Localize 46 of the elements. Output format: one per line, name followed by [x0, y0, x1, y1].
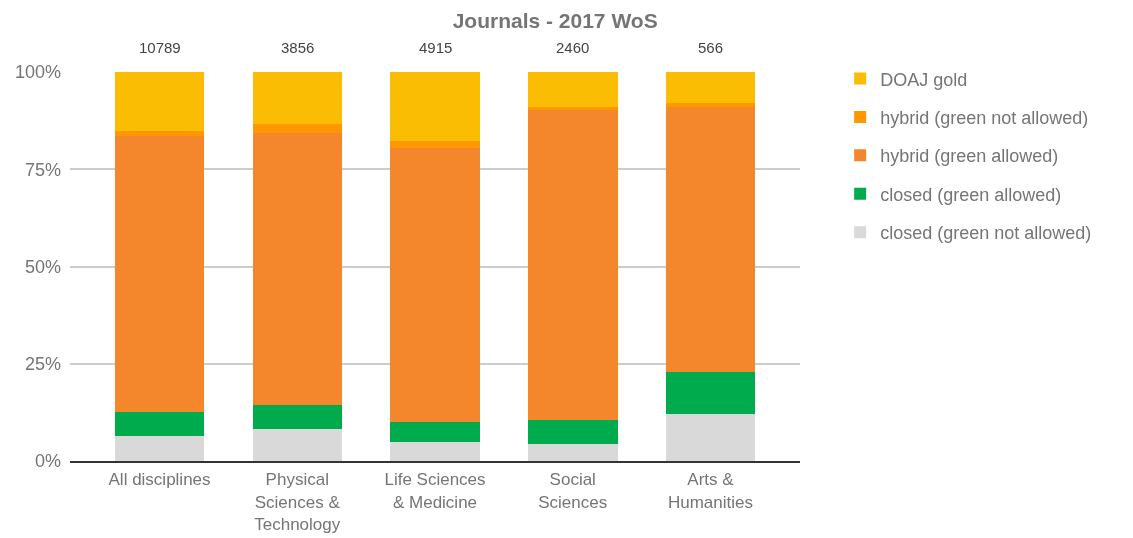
y-tick-label: 0%: [34, 451, 61, 472]
x-tick-label: All disciplines: [108, 470, 211, 490]
x-tick-label: Social Sciences: [538, 470, 608, 512]
bar: [665, 372, 756, 414]
bar: [114, 131, 205, 136]
bar: [665, 72, 756, 104]
bar: [527, 107, 618, 110]
bar: [252, 428, 343, 461]
legend-label: hybrid (green not allowed): [880, 107, 1089, 128]
y-tick-label: 25%: [24, 354, 61, 375]
bar: [665, 107, 756, 373]
annotation: 4915: [419, 39, 453, 56]
legend-label: DOAJ gold: [880, 69, 968, 90]
annotation: 10789: [139, 39, 181, 56]
bar: [527, 72, 618, 108]
bar: [527, 109, 618, 421]
annotation: 3856: [281, 39, 315, 56]
bar: [390, 72, 480, 141]
bar: [252, 132, 343, 405]
bar: [390, 422, 480, 443]
y-tick-label: 75%: [24, 159, 61, 180]
bar: [114, 435, 205, 461]
bar: [252, 72, 343, 125]
x-tick-label: Arts & Humanities: [667, 470, 753, 512]
y-tick-label: 100%: [14, 62, 61, 83]
bar: [252, 404, 343, 429]
bar: [390, 140, 480, 148]
legend-label: closed (green not allowed): [880, 223, 1092, 244]
annotation: 566: [698, 39, 724, 56]
bar: [114, 72, 205, 132]
bar: [252, 124, 343, 133]
bar: [527, 443, 618, 461]
bar: [665, 413, 756, 461]
chart-title: Journals - 2017 WoS: [452, 9, 658, 33]
bar: [390, 147, 480, 423]
y-tick-label: 50%: [24, 256, 61, 277]
legend-label: hybrid (green allowed): [880, 146, 1059, 167]
bar: [114, 135, 205, 412]
bar: [390, 442, 480, 461]
legend-label: closed (green allowed): [880, 184, 1062, 205]
bar: [665, 103, 756, 108]
x-tick-label: Life Sciences & Medicine: [384, 470, 486, 512]
annotation: 2460: [556, 39, 590, 56]
x-tick-label: Physical Sciences & Technology: [254, 470, 341, 534]
bar: [527, 420, 618, 444]
bar: [114, 411, 205, 436]
